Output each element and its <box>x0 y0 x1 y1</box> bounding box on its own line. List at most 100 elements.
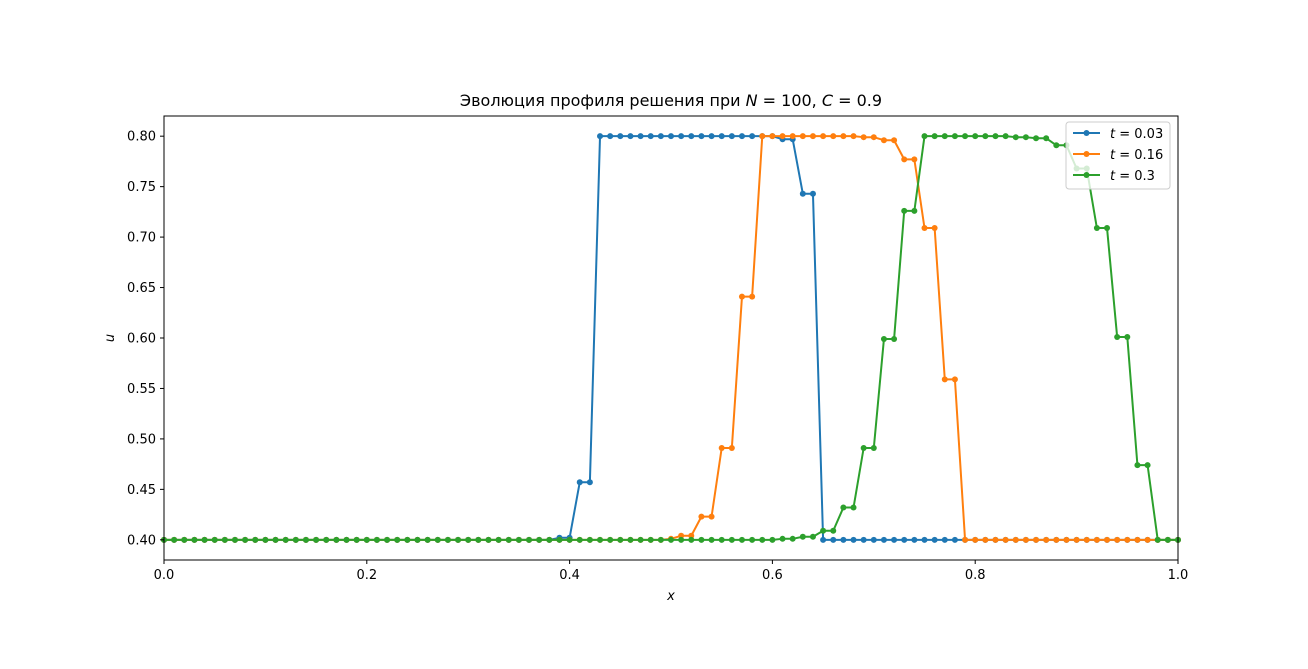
data-point <box>444 536 451 543</box>
data-point <box>485 536 492 543</box>
x-tick-label: 0.0 <box>154 568 175 583</box>
data-point <box>738 293 745 300</box>
data-point <box>840 536 847 543</box>
data-point <box>820 133 827 140</box>
data-point <box>1124 536 1131 543</box>
data-point <box>1053 536 1060 543</box>
data-point <box>951 133 958 140</box>
data-point <box>373 536 380 543</box>
y-tick-label: 0.60 <box>127 332 156 347</box>
data-point <box>1022 134 1029 141</box>
x-tick-label: 0.4 <box>559 568 580 583</box>
data-point <box>688 133 695 140</box>
data-point <box>718 536 725 543</box>
data-point <box>505 536 512 543</box>
data-point <box>1002 536 1009 543</box>
y-axis: 0.40 0.45 0.50 0.55 0.60 0.65 0.70 0.75 0.80 <box>127 130 164 548</box>
chart-title: Эволюция профиля решения при N = 100, C … <box>460 91 882 110</box>
data-point <box>799 190 806 197</box>
data-point <box>911 156 918 163</box>
legend: t = 0.03 t = 0.16 t = 0.3 <box>1065 121 1171 190</box>
y-tick-label: 0.45 <box>127 483 156 498</box>
data-point <box>597 133 604 140</box>
legend-swatch-marker <box>1083 172 1090 178</box>
data-point <box>515 536 522 543</box>
y-tick-label: 0.70 <box>127 231 156 246</box>
data-point <box>850 536 857 543</box>
data-point <box>698 536 705 543</box>
data-point <box>789 535 796 542</box>
data-point <box>495 536 502 543</box>
data-point <box>191 536 198 543</box>
data-point <box>201 536 208 543</box>
data-point <box>576 536 583 543</box>
data-point <box>272 536 279 543</box>
data-point <box>759 536 766 543</box>
data-point <box>1033 135 1040 142</box>
data-point <box>1134 462 1141 469</box>
data-point <box>728 444 735 451</box>
data-point <box>617 133 624 140</box>
legend-label: t = 0.3 <box>1110 169 1155 184</box>
data-point <box>323 536 330 543</box>
data-point <box>211 536 218 543</box>
data-point <box>221 536 228 543</box>
data-point <box>951 376 958 383</box>
legend-label: t = 0.03 <box>1110 127 1163 142</box>
data-point <box>617 536 624 543</box>
data-point <box>931 225 938 232</box>
data-point <box>1093 536 1100 543</box>
data-point <box>769 133 776 140</box>
data-point <box>536 536 543 543</box>
data-point <box>860 444 867 451</box>
data-point <box>921 133 928 140</box>
data-point <box>657 536 664 543</box>
data-point <box>1043 135 1050 142</box>
data-point <box>992 133 999 140</box>
data-point <box>708 133 715 140</box>
data-point <box>647 536 654 543</box>
data-point <box>809 190 816 197</box>
y-tick-label: 0.55 <box>127 382 156 397</box>
data-point <box>1043 536 1050 543</box>
data-point <box>455 536 462 543</box>
data-point <box>586 536 593 543</box>
data-point <box>738 536 745 543</box>
data-point <box>698 513 705 520</box>
data-point <box>901 207 908 214</box>
data-point <box>424 536 431 543</box>
data-point <box>850 504 857 511</box>
data-point <box>607 536 614 543</box>
data-point <box>434 536 441 543</box>
data-point <box>282 536 289 543</box>
data-point <box>870 444 877 451</box>
legend-box <box>1065 121 1171 190</box>
data-point <box>627 133 634 140</box>
x-tick-label: 0.8 <box>965 568 986 583</box>
y-tick-label: 0.50 <box>127 432 156 447</box>
data-point <box>880 336 887 343</box>
data-point <box>891 137 898 144</box>
data-point <box>1164 536 1171 543</box>
data-point <box>749 293 756 300</box>
data-point <box>749 536 756 543</box>
x-tick-label: 0.2 <box>356 568 377 583</box>
data-point <box>1114 536 1121 543</box>
data-point <box>718 444 725 451</box>
data-point <box>789 133 796 140</box>
data-point <box>921 225 928 232</box>
data-point <box>891 336 898 343</box>
data-point <box>637 536 644 543</box>
data-point <box>870 134 877 141</box>
data-point <box>1144 536 1151 543</box>
data-point <box>708 536 715 543</box>
data-point <box>333 536 340 543</box>
data-point <box>566 536 573 543</box>
data-point <box>475 536 482 543</box>
data-point <box>668 536 674 543</box>
data-point <box>1012 134 1019 141</box>
data-point <box>657 133 664 140</box>
data-point <box>779 133 786 140</box>
data-point <box>830 527 837 534</box>
